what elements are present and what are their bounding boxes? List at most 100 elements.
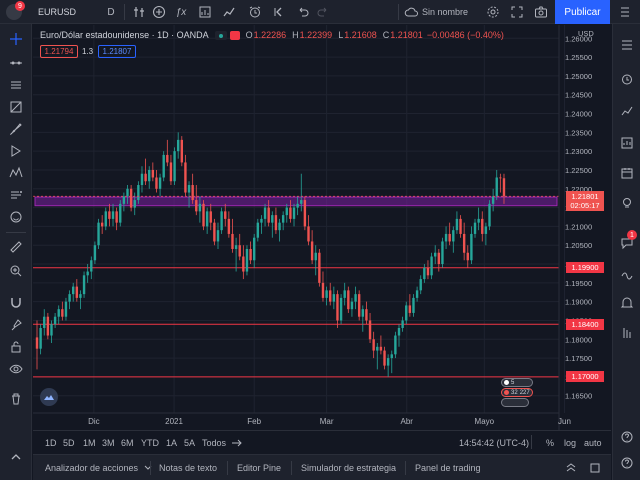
timeframe-5d[interactable]: 5D — [63, 438, 75, 448]
auto-scale-toggle[interactable]: auto — [584, 438, 602, 448]
crosshair-icon[interactable] — [6, 30, 26, 48]
candle-body — [350, 301, 354, 310]
candle-body — [151, 169, 155, 178]
symbol-search-button[interactable]: EURUSD — [32, 3, 112, 21]
spread-value: 1.3 — [82, 47, 94, 56]
timeframe-6m[interactable]: 6M — [121, 438, 134, 448]
magnet-icon[interactable] — [6, 294, 26, 312]
bar-style-icon[interactable] — [130, 3, 148, 21]
pattern-icon[interactable] — [6, 164, 26, 182]
events-marker[interactable]: 5 32 227 — [501, 378, 533, 408]
notifications-icon[interactable] — [617, 294, 637, 312]
timeframe-1a[interactable]: 1A — [166, 438, 178, 448]
candle-body — [126, 188, 129, 197]
timeframe-3m[interactable]: 3M — [102, 438, 115, 448]
streams-icon[interactable] — [617, 264, 637, 282]
goto-date-icon[interactable] — [231, 436, 243, 450]
clock-timezone[interactable]: 14:54:42 (UTC-4) — [459, 438, 530, 448]
time-tick-label: Dic — [88, 417, 100, 426]
maximize-panel-icon[interactable] — [589, 461, 601, 475]
tab-stock-screener[interactable]: Analizador de acciones — [45, 463, 139, 473]
percent-scale-toggle[interactable]: % — [546, 438, 555, 448]
eye-icon[interactable] — [6, 360, 26, 378]
shape-icon[interactable] — [6, 98, 26, 116]
ideas-icon[interactable] — [617, 194, 637, 212]
buy-button[interactable]: 1.21807 — [98, 45, 136, 58]
log-scale-toggle[interactable]: log — [564, 438, 577, 448]
candle-body — [426, 267, 430, 276]
sell-button[interactable]: 1.21794 — [40, 45, 78, 58]
publish-button[interactable]: Publicar — [555, 0, 610, 24]
candle-body — [473, 222, 477, 234]
candle-body — [263, 207, 267, 219]
calendar-icon[interactable] — [617, 164, 637, 182]
collapse-panel-icon[interactable] — [565, 461, 577, 475]
collapse-panel-icon[interactable] — [6, 448, 26, 466]
candle-body — [209, 211, 212, 223]
price-tick-label: 1.24000 — [565, 110, 592, 119]
layout-icon[interactable] — [220, 3, 238, 21]
tab-text-notes[interactable]: Notas de texto — [159, 463, 218, 473]
price-axis[interactable]: 1.26000 1.25500 1.25000 1.24500 1.24000 1.235… — [565, 34, 592, 400]
tab-trading-panel[interactable]: Panel de trading — [415, 463, 481, 473]
timeframe-ytd[interactable]: YTD — [141, 438, 159, 448]
settings-gear-icon[interactable] — [484, 3, 502, 21]
timeframe-1d[interactable]: 1D — [45, 438, 57, 448]
user-menu-button[interactable]: 9 — [6, 1, 25, 20]
brush-icon[interactable] — [6, 120, 26, 138]
candle-body — [354, 294, 357, 302]
indicators-icon[interactable]: ƒx — [175, 6, 187, 18]
rectangle-zone[interactable] — [34, 196, 558, 207]
candle-body — [234, 245, 238, 249]
candle-body — [423, 267, 426, 280]
channel-icon[interactable] — [6, 76, 26, 94]
interval-button[interactable]: D — [104, 3, 118, 21]
timeframe-5a[interactable]: 5A — [184, 438, 196, 448]
tab-chevron-down-icon[interactable] — [143, 461, 153, 475]
price-chart[interactable]: 1.26000 1.25500 1.25000 1.24500 1.24000 1.235… — [33, 25, 605, 430]
event-flag: 32 227 — [501, 388, 533, 397]
event-count: 32 — [511, 389, 518, 396]
alert-clock-icon[interactable] — [246, 3, 264, 21]
time-axis[interactable]: Dic 2021 Feb Mar Abr Mayo Jun — [88, 417, 571, 426]
lock-icon[interactable] — [6, 338, 26, 356]
dom-icon[interactable] — [617, 324, 637, 342]
layout-name-button[interactable]: Sin nombre — [404, 3, 478, 21]
hotlist-icon[interactable] — [617, 134, 637, 152]
text-tool-icon[interactable] — [6, 142, 26, 160]
tab-strategy-tester[interactable]: Simulador de estrategia — [301, 463, 397, 473]
help-icon[interactable] — [617, 428, 637, 446]
fullscreen-icon[interactable] — [508, 3, 526, 21]
chat-icon[interactable]: 1 — [617, 230, 637, 252]
ruler-icon[interactable] — [6, 238, 26, 256]
candle-body — [365, 309, 368, 321]
trend-line-icon[interactable] — [6, 54, 26, 72]
stay-drawing-icon[interactable] — [6, 316, 26, 334]
templates-icon[interactable] — [196, 3, 214, 21]
more-options-icon[interactable] — [614, 3, 636, 21]
candle-body — [108, 211, 111, 219]
emoji-icon[interactable] — [6, 208, 26, 226]
zoom-in-icon[interactable] — [6, 262, 26, 280]
undo-icon[interactable] — [294, 3, 312, 21]
camera-icon[interactable] — [532, 3, 550, 21]
event-flag — [501, 398, 529, 407]
redo-icon[interactable] — [314, 3, 332, 21]
chart-legend[interactable]: Euro/Dólar estadounidense · 1D · OANDA O… — [40, 28, 504, 42]
replay-icon[interactable] — [270, 3, 288, 21]
change-value: −0.00486 (−0.40%) — [426, 30, 504, 40]
timeframe-1m[interactable]: 1M — [83, 438, 96, 448]
data-window-icon[interactable] — [617, 102, 637, 120]
alerts-clock-icon[interactable] — [617, 70, 637, 88]
candle-body — [115, 211, 118, 223]
help-icon[interactable] — [617, 454, 637, 472]
prediction-icon[interactable] — [6, 186, 26, 204]
watchlist-icon[interactable] — [617, 36, 637, 54]
timeframe-all[interactable]: Todos — [202, 438, 227, 448]
publish-label: Publicar — [564, 6, 601, 18]
candle-body — [296, 203, 299, 208]
compare-symbol-icon[interactable] — [150, 3, 168, 21]
tab-pine-editor[interactable]: Editor Pine — [237, 463, 282, 473]
candle-body — [148, 169, 151, 182]
trash-icon[interactable] — [6, 390, 26, 408]
